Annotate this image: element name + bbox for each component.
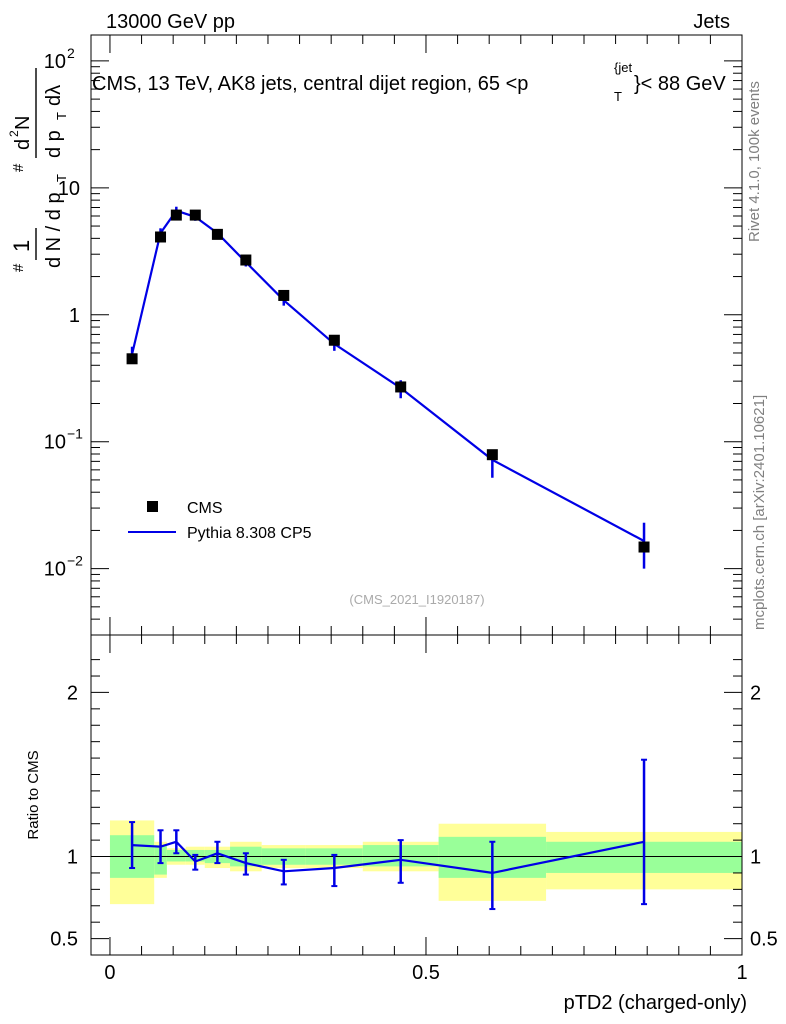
x-tick-label: 0 [104, 962, 115, 984]
analysis-id: (CMS_2021_I1920187) [349, 592, 484, 607]
x-axis-label: pTD2 (charged-only) [564, 992, 747, 1014]
x-tick-label: 1 [736, 962, 747, 984]
ratio-y-tick-label-left: 2 [67, 682, 78, 704]
main-y-tick-label-text: 10 [44, 51, 66, 73]
ratio-y-tick-label-right: 0.5 [750, 929, 778, 951]
cms-data-point [189, 209, 201, 221]
svg-text:#: # [10, 163, 27, 172]
plot-title-end: }< 88 GeV [634, 73, 726, 95]
cms-data-point [278, 289, 290, 301]
beam-label: 13000 GeV pp [106, 11, 235, 33]
main-y-tick-label-text: 1 [69, 305, 80, 327]
legend-data-label: CMS [187, 500, 223, 517]
cms-data-point [170, 209, 182, 221]
process-label: Jets [693, 11, 730, 33]
cms-data-point [395, 381, 407, 393]
legend-data-marker [147, 501, 158, 512]
ratio-y-axis-label: Ratio to CMS [25, 750, 42, 839]
main-y-axis-label: # 1 d N / d p T # d 2 N d p T dλ [7, 68, 69, 272]
main-y-tick-label-exp: −2 [67, 553, 83, 569]
cms-data-point [155, 231, 167, 243]
plot-title-main: CMS, 13 TeV, AK8 jets, central dijet reg… [92, 73, 528, 95]
ratio-panel: 0.5 0.51 12 20 0.5 1 [50, 634, 778, 984]
svg-text:dλ: dλ [43, 85, 65, 106]
svg-text:d p: d p [43, 130, 65, 158]
main-y-tick-label: 10 −1 [44, 426, 83, 454]
main-y-tick-label-exp: 2 [67, 45, 75, 61]
svg-text:N: N [12, 116, 34, 130]
svg-text:T: T [54, 174, 69, 182]
ratio-y-tick-label-left: 1 [67, 847, 78, 869]
ratio-frame [90, 634, 743, 956]
main-y-tick-label-text: 10 [44, 432, 66, 454]
main-y-tick-label-text: 10 [44, 559, 66, 581]
ratio-y-tick-label-right: 2 [750, 682, 761, 704]
main-y-tick-label: 10 −2 [44, 553, 83, 581]
svg-text:T: T [54, 112, 69, 120]
svg-text:#: # [10, 263, 27, 272]
main-y-tick-label: 1 [69, 305, 80, 327]
svg-text:2: 2 [7, 130, 21, 137]
cms-data-point [211, 228, 223, 240]
plot-title-sub: T [614, 89, 622, 104]
main-y-tick-label: 10 [58, 178, 80, 200]
ratio-uncertainty-bands [109, 820, 742, 905]
main-y-tick-label: 10 2 [44, 45, 75, 73]
mc-line [131, 209, 645, 542]
main-data-points [126, 206, 650, 569]
cms-data-point [638, 541, 650, 553]
ratio-band-inner [166, 849, 186, 862]
ratio-y-tick-label-left: 0.5 [50, 929, 78, 951]
plot-title-sup: {jet [614, 60, 632, 75]
rivet-label: Rivet 4.1.0, 100k events [746, 81, 763, 242]
svg-text:d N / d p: d N / d p [43, 192, 65, 268]
legend-mc-label: Pythia 8.308 CP5 [187, 525, 312, 542]
main-y-tick-label-text: 10 [58, 178, 80, 200]
ratio-mc-line [132, 840, 645, 875]
svg-text:d: d [12, 139, 34, 150]
plot-title: CMS, 13 TeV, AK8 jets, central dijet reg… [92, 60, 726, 104]
cms-data-point [240, 254, 252, 266]
ratio-points [129, 758, 648, 911]
ratio-ticks: 0.5 0.51 12 20 0.5 1 [50, 635, 778, 984]
cms-data-point [126, 353, 138, 365]
mcplots-label: mcplots.cern.ch [arXiv:2401.10621] [751, 395, 768, 630]
svg-text:1: 1 [9, 240, 34, 252]
legend: CMS Pythia 8.308 CP5 [128, 500, 312, 542]
cms-data-point [486, 449, 498, 461]
main-y-tick-label-exp: −1 [67, 426, 83, 442]
ratio-y-tick-label-right: 1 [750, 847, 761, 869]
x-tick-label: 0.5 [412, 962, 440, 984]
cms-data-point [328, 334, 340, 346]
